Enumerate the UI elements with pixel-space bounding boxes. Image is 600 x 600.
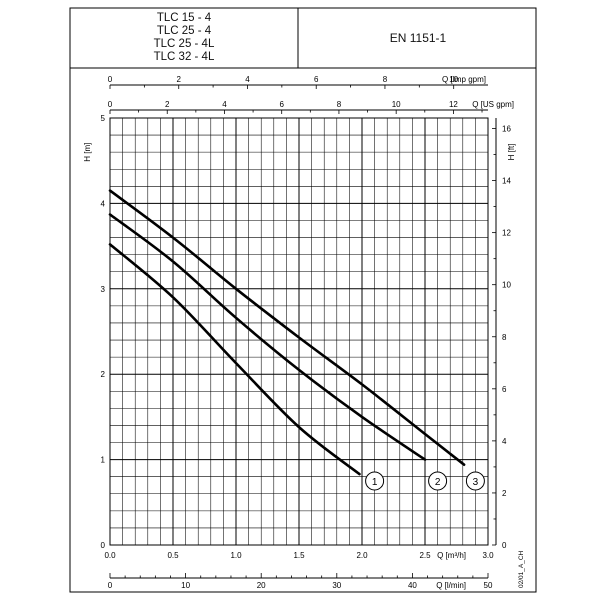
model-name: TLC 25 - 4 — [156, 25, 212, 37]
tick-label-us-gpm: 2 — [165, 100, 170, 109]
curve-marker-label: 3 — [473, 477, 479, 488]
tick-label-ft: 16 — [502, 125, 511, 134]
tick-label-x: 0.5 — [167, 551, 179, 560]
tick-label-y: 2 — [101, 370, 106, 379]
axis-title-lmin: Q [l/min] — [436, 581, 466, 590]
tick-label-y: 0 — [101, 541, 106, 550]
tick-label-y: 5 — [101, 114, 106, 123]
footnote: 02/01_A_CH — [518, 550, 525, 588]
tick-label-us-gpm: 8 — [337, 100, 342, 109]
tick-label-imp-gpm: 0 — [108, 75, 113, 84]
pump-curve-1 — [108, 243, 361, 476]
pump-curve-3 — [108, 189, 466, 466]
tick-label-us-gpm: 0 — [108, 100, 113, 109]
axis-title-y: H [m] — [83, 143, 92, 162]
tick-label-ft: 8 — [502, 333, 507, 342]
curve-marker-circle — [428, 471, 448, 491]
tick-label-imp-gpm: 6 — [314, 75, 319, 84]
tick-label-lmin: 10 — [181, 581, 190, 590]
tick-label-us-gpm: 10 — [392, 100, 401, 109]
tick-label-us-gpm: 4 — [222, 100, 227, 109]
tick-label-y: 3 — [101, 285, 106, 294]
tick-label-lmin: 30 — [332, 581, 341, 590]
tick-label-us-gpm: 6 — [279, 100, 284, 109]
tick-label-imp-gpm: 2 — [177, 75, 182, 84]
tick-label-ft: 0 — [502, 541, 507, 550]
model-name: TLC 25 - 4L — [153, 38, 215, 50]
tick-label-x: 1.0 — [230, 551, 242, 560]
tick-label-lmin: 0 — [108, 581, 113, 590]
axis-title-imp-gpm: Q [Imp gpm] — [442, 75, 486, 84]
tick-label-x: 2.5 — [419, 551, 431, 560]
axis-title-us-gpm: Q [US gpm] — [472, 100, 514, 109]
grid — [110, 118, 488, 545]
curve-marker-circle — [365, 471, 385, 491]
tick-label-ft: 10 — [502, 281, 511, 290]
pump-curve-2 — [108, 213, 427, 461]
tick-label-lmin: 50 — [484, 581, 493, 590]
tick-label-imp-gpm: 8 — [383, 75, 388, 84]
axis-title-x: Q [m³/h] — [437, 551, 466, 560]
tick-label-y: 4 — [101, 199, 106, 208]
tick-label-x: 2.0 — [356, 551, 368, 560]
standard-label: EN 1151-1 — [389, 31, 447, 45]
tick-label-ft: 2 — [502, 489, 507, 498]
chart-frame — [69, 67, 537, 593]
curve-marker-label: 2 — [435, 477, 441, 488]
model-name: TLC 15 - 4 — [156, 12, 212, 24]
tick-label-lmin: 40 — [408, 581, 417, 590]
curve-marker-label: 1 — [372, 477, 378, 488]
tick-label-y: 1 — [101, 456, 106, 465]
tick-label-x: 0.0 — [104, 551, 116, 560]
curves — [108, 189, 466, 476]
tick-label-ft: 6 — [502, 385, 507, 394]
tick-label-ft: 4 — [502, 437, 507, 446]
tick-label-lmin: 20 — [257, 581, 266, 590]
model-list: TLC 15 - 4 TLC 25 - 4 TLC 25 - 4L TLC 32… — [70, 8, 298, 68]
tick-label-ft: 12 — [502, 229, 511, 238]
curve-marker-circle — [465, 471, 485, 491]
tick-label-us-gpm: 12 — [449, 100, 458, 109]
tick-label-imp-gpm: 10 — [449, 75, 458, 84]
axis-title-ft: H [ft] — [507, 143, 516, 160]
tick-label-ft: 14 — [502, 177, 511, 186]
curve-markers: 1 2 3 — [365, 471, 485, 491]
tick-label-x: 1.5 — [293, 551, 305, 560]
axes: 0 2 4 6 8 10Q [Imp gpm]0 2 4 6 8 10 12 Q [US gpm]0.0… — [83, 75, 525, 590]
tick-label-imp-gpm: 4 — [245, 75, 250, 84]
model-name: TLC 32 - 4L — [153, 51, 215, 63]
tick-label-x: 3.0 — [482, 551, 494, 560]
